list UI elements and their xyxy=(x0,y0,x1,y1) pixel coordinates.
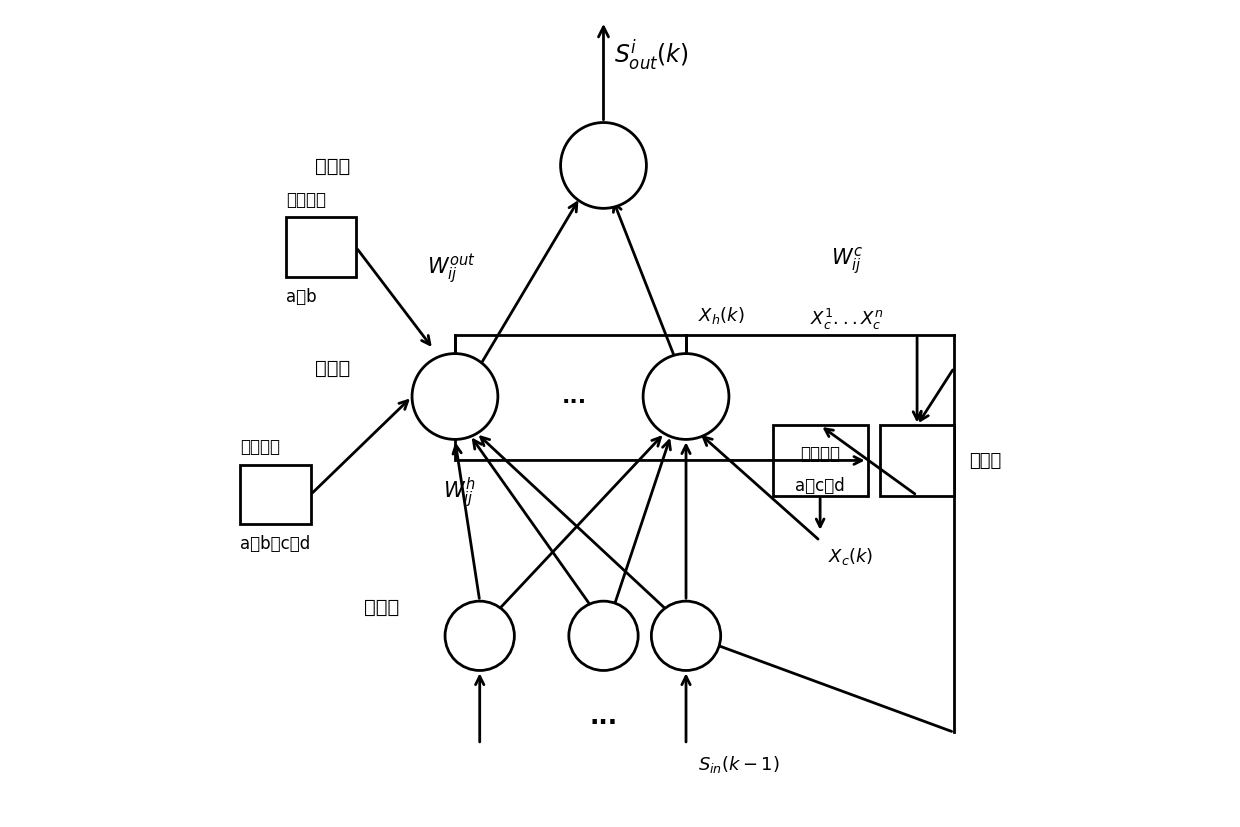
Circle shape xyxy=(560,123,646,209)
Circle shape xyxy=(412,354,498,440)
Text: $W^h_{ij}$: $W^h_{ij}$ xyxy=(443,475,475,509)
Bar xyxy=(773,426,868,496)
Text: 辅助参数: 辅助参数 xyxy=(241,437,280,456)
Bar xyxy=(285,218,356,278)
Text: $W^{out}_{ij}$: $W^{out}_{ij}$ xyxy=(427,252,475,286)
Text: $S^i_{out}(k)$: $S^i_{out}(k)$ xyxy=(614,37,689,73)
Text: 输入层: 输入层 xyxy=(365,598,399,617)
Bar xyxy=(880,426,955,496)
Bar xyxy=(241,466,310,525)
Circle shape xyxy=(569,601,639,671)
Text: $X_h(k)$: $X_h(k)$ xyxy=(698,304,745,325)
Text: $X_c(k)$: $X_c(k)$ xyxy=(828,545,874,566)
Text: ...: ... xyxy=(589,704,618,728)
Text: 隐含层: 隐含层 xyxy=(315,359,350,378)
Text: 输出层: 输出层 xyxy=(315,157,350,175)
Text: ...: ... xyxy=(562,387,588,407)
Text: $X^1_c...X^n_c$: $X^1_c...X^n_c$ xyxy=(810,306,884,332)
Text: $W^c_{ij}$: $W^c_{ij}$ xyxy=(831,246,863,276)
Text: a、c、d: a、c、d xyxy=(795,476,844,495)
Text: 辅助参数: 辅助参数 xyxy=(285,190,326,208)
Circle shape xyxy=(445,601,515,671)
Circle shape xyxy=(644,354,729,440)
Text: $S_{in}(k-1)$: $S_{in}(k-1)$ xyxy=(698,753,780,774)
Text: a、b: a、b xyxy=(285,288,316,305)
Circle shape xyxy=(651,601,720,671)
Text: 承接层: 承接层 xyxy=(970,452,1002,470)
Text: a、b、c、d: a、b、c、d xyxy=(241,535,311,552)
Text: 辅助参数: 辅助参数 xyxy=(800,445,841,463)
